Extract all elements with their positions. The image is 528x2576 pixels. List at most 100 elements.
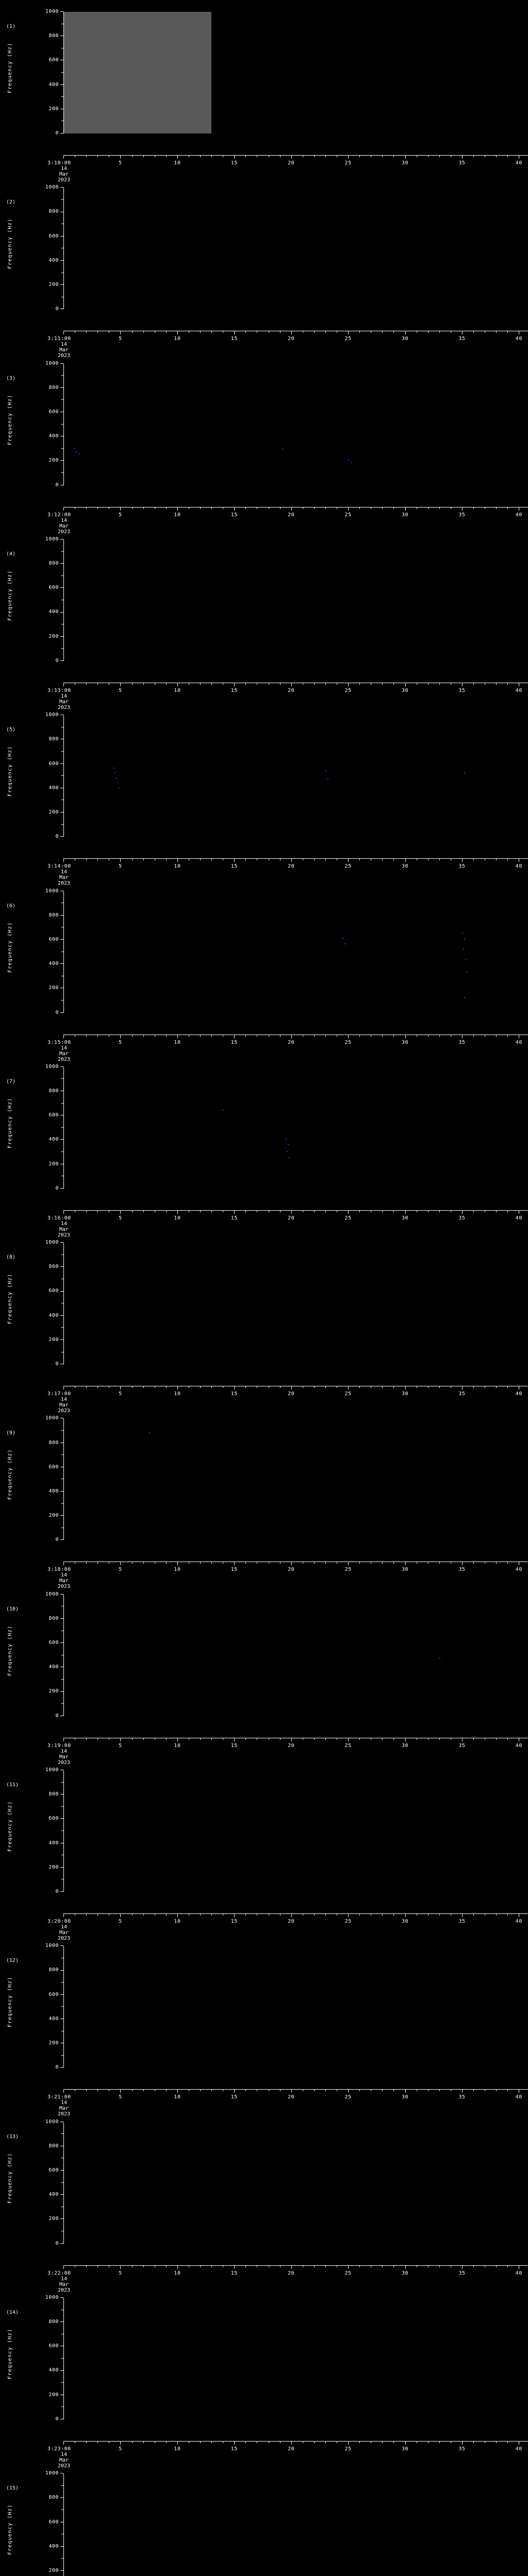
time-tick-label: 25 <box>344 1742 352 1749</box>
time-tick-minor <box>314 506 315 509</box>
time-tick-minor <box>166 1562 167 1564</box>
y-tick <box>60 2194 63 2195</box>
y-tick-label: 400 <box>48 81 59 88</box>
time-tick-minor <box>382 1034 383 1037</box>
time-tick-minor <box>200 506 201 509</box>
y-tick-label: 1000 <box>45 2119 59 2125</box>
y-tick-label: 800 <box>48 209 59 215</box>
time-tick-label: 35 <box>458 336 466 342</box>
time-axis-start-label: 3:23:00 <box>47 2446 71 2452</box>
y-tick-minor <box>61 551 63 552</box>
time-tick-label: 30 <box>401 1742 409 1749</box>
date-month: Mar <box>59 2457 69 2463</box>
time-tick-major <box>234 331 235 335</box>
time-tick-major <box>348 1386 349 1390</box>
time-tick-major <box>405 1210 406 1214</box>
time-tick-major <box>291 2089 292 2093</box>
y-tick-label: 800 <box>48 2143 59 2149</box>
time-tick-major <box>405 1737 406 1741</box>
time-tick-minor <box>211 331 212 333</box>
y-axis-title: Frequency (Hz) <box>7 2328 13 2379</box>
time-tick-minor <box>382 331 383 333</box>
plot-canvas <box>63 2298 528 2419</box>
time-tick-major <box>291 331 292 335</box>
y-tick-label: 800 <box>48 1264 59 1270</box>
time-tick-minor <box>314 682 315 685</box>
time-tick-minor <box>382 2441 383 2443</box>
time-tick-label: 20 <box>288 1391 295 1397</box>
time-tick-minor <box>325 682 326 685</box>
time-tick-minor <box>473 1737 474 1740</box>
time-axis-start-label: 3:21:00 <box>47 2094 71 2100</box>
y-axis-spine <box>63 1594 64 1716</box>
time-tick-minor <box>382 2265 383 2267</box>
y-tick-label: 600 <box>48 1991 59 1997</box>
time-axis <box>63 2089 528 2090</box>
time-tick-minor <box>496 2265 497 2267</box>
y-tick-label: 800 <box>48 1088 59 1094</box>
time-tick-minor <box>97 506 98 509</box>
time-tick-label: 10 <box>174 2094 181 2100</box>
time-tick-label: 40 <box>515 687 522 693</box>
time-tick-major <box>120 858 121 862</box>
time-tick-minor <box>496 1737 497 1740</box>
time-tick-minor <box>496 858 497 861</box>
time-tick-label: 40 <box>515 1391 522 1397</box>
y-tick-minor <box>61 1782 63 1783</box>
time-axis <box>63 858 528 859</box>
time-tick-minor <box>200 1562 201 1564</box>
date-day: 14 <box>60 1221 68 1227</box>
time-tick-label: 10 <box>174 2446 181 2452</box>
time-tick-label: 15 <box>230 336 238 342</box>
y-tick-label: 600 <box>48 57 59 63</box>
y-tick-label: 200 <box>48 2567 59 2573</box>
time-tick-label: 40 <box>515 1215 522 1221</box>
y-tick <box>60 1945 63 1946</box>
time-tick-minor <box>473 1034 474 1037</box>
time-tick-minor <box>166 331 167 333</box>
time-tick-label: 15 <box>230 1039 238 1045</box>
y-tick-label: 400 <box>48 1488 59 1494</box>
time-tick-major <box>348 2089 349 2093</box>
y-tick-label: 400 <box>48 961 59 967</box>
time-tick-major <box>461 2265 463 2269</box>
time-tick-major <box>63 1034 64 1038</box>
y-tick <box>60 587 63 588</box>
time-tick-label: 30 <box>401 2270 409 2276</box>
data-point <box>439 1657 440 1659</box>
time-tick-minor <box>131 1386 133 1388</box>
y-axis-title: Frequency (Hz) <box>7 1801 13 1852</box>
y-tick-label: 800 <box>48 912 59 918</box>
time-tick-major <box>177 2265 178 2269</box>
y-tick-minor <box>61 2182 63 2183</box>
time-tick-minor <box>382 2089 383 2092</box>
time-tick-minor <box>97 155 98 157</box>
time-tick-major <box>234 2265 235 2269</box>
time-tick-label: 5 <box>119 863 122 870</box>
time-tick-label: 10 <box>174 336 181 342</box>
time-tick-label: 40 <box>515 160 522 166</box>
date-day: 14 <box>60 517 68 523</box>
time-tick-label: 40 <box>515 512 522 518</box>
time-tick-label: 30 <box>401 2446 409 2452</box>
time-tick-minor <box>359 1386 360 1388</box>
time-tick-minor <box>314 1562 315 1564</box>
y-tick <box>60 2218 63 2219</box>
y-tick <box>60 1691 63 1692</box>
date-stack: 14 Mar 2023 <box>47 1045 80 1062</box>
